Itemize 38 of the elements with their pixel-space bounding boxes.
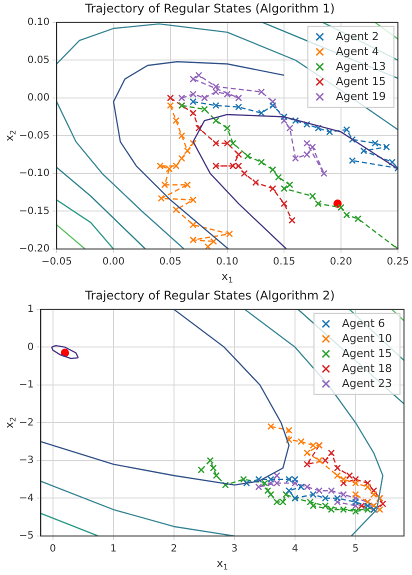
x-tick-label: 1 <box>110 544 117 555</box>
y-tick-label: −4 <box>18 492 34 504</box>
x-tick-label: 0.15 <box>272 256 296 268</box>
legend-label: Agent 15 <box>336 74 386 88</box>
x-tick-label: 0.10 <box>216 256 238 268</box>
x-tick-label: 0.05 <box>159 256 182 268</box>
y-tick-label: −5 <box>18 530 34 542</box>
legend-label: Agent 4 <box>336 44 379 58</box>
legend-label: Agent 10 <box>342 332 392 345</box>
y-tick-label: 0.00 <box>27 92 50 104</box>
y-tick-label: −0.05 <box>18 130 50 142</box>
legend-label: Agent 19 <box>336 90 386 103</box>
x-tick-label: 0.20 <box>330 256 352 268</box>
legend-label: Agent 6 <box>342 316 386 330</box>
x-tick-label: 0.25 <box>386 256 409 268</box>
chart-title: Trajectory of Regular States (Algorithm 2) <box>84 288 335 302</box>
legend-label: Agent 18 <box>342 362 392 375</box>
legend-label: Agent 13 <box>336 60 386 73</box>
legend-label: Agent 2 <box>336 30 379 43</box>
x-tick-label: 4 <box>292 544 298 555</box>
y-tick-label: −3 <box>18 455 34 466</box>
x-tick-label: 3 <box>231 544 238 555</box>
x-tick-label: 5 <box>352 544 359 555</box>
y-tick-label: 0.05 <box>27 54 50 66</box>
y-tick-label: −0.10 <box>18 168 50 180</box>
y-tick-label: 0.10 <box>27 16 50 28</box>
x-tick-label: 2 <box>170 544 178 555</box>
x-tick-label: −0.05 <box>41 256 72 268</box>
y-tick-label: −1 <box>18 380 34 391</box>
legend-label: Agent 15 <box>342 346 392 360</box>
y-tick-label: −2 <box>18 417 34 428</box>
y-tick-label: 0 <box>27 342 34 353</box>
legend-label: Agent 23 <box>342 376 392 390</box>
y-tick-label: 1 <box>27 304 34 315</box>
chart-title: Trajectory of Regular States (Algorithm 1) <box>84 1 335 16</box>
x-tick-label: 0.00 <box>102 256 125 268</box>
y-tick-label: −0.15 <box>18 206 50 217</box>
y-tick-label: −0.20 <box>18 244 50 255</box>
